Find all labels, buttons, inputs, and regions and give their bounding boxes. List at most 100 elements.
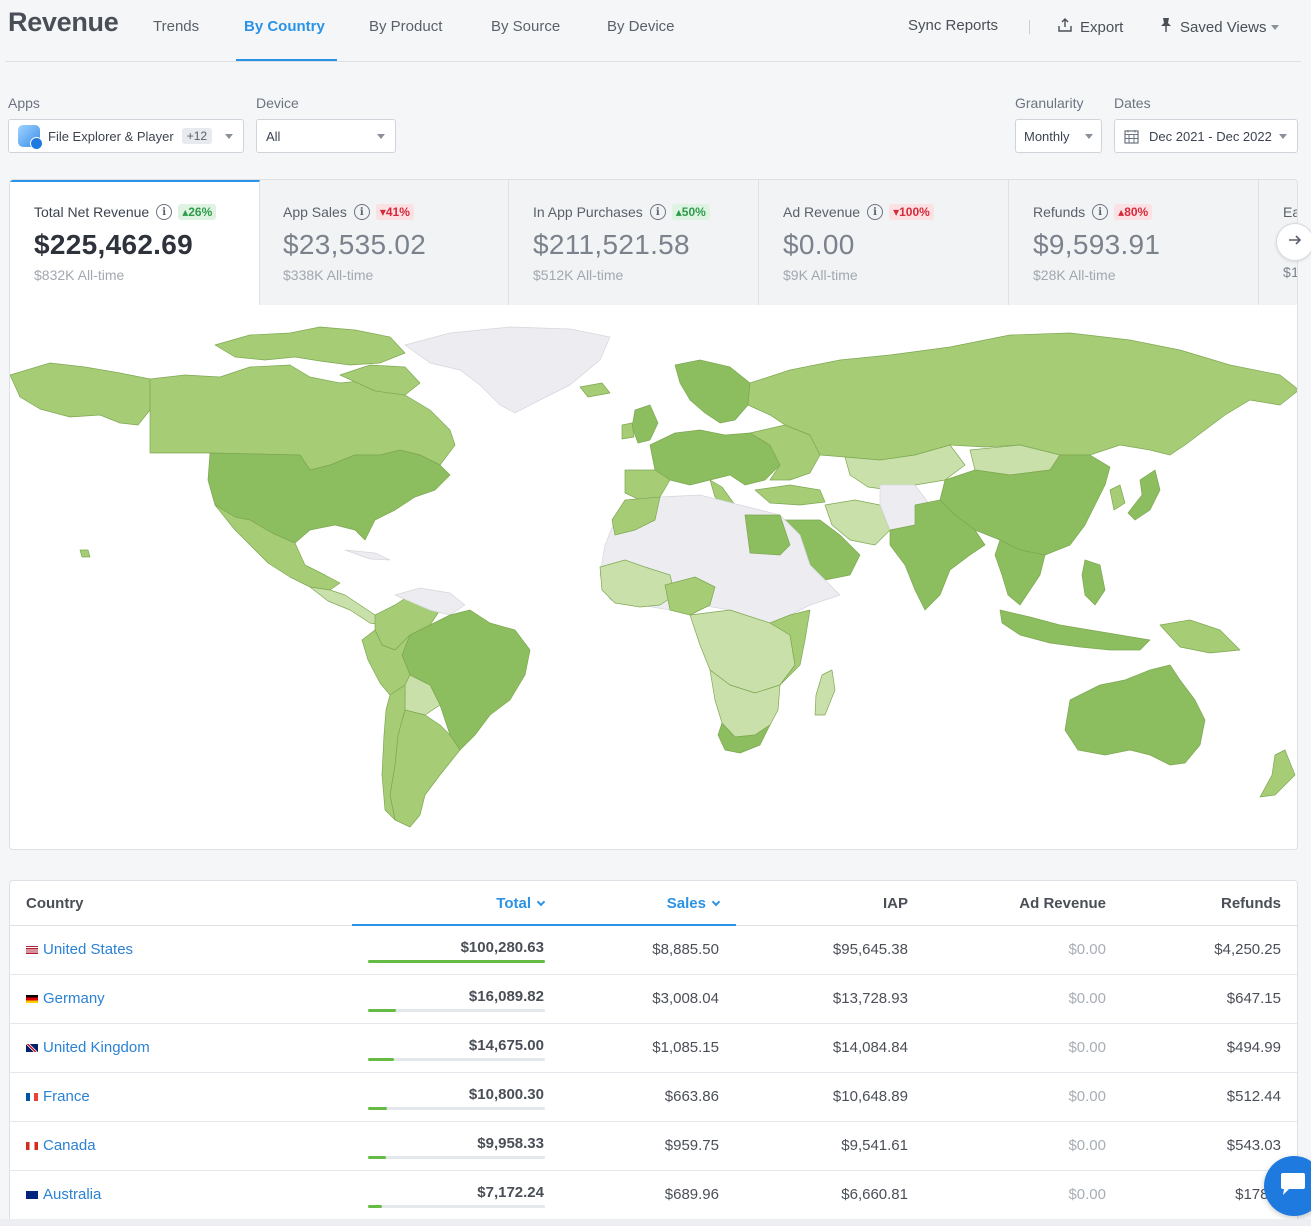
kpi-app-sales[interactable]: App Sales i ▾41% $23,535.02 $338K All-time [259, 180, 509, 306]
export-button[interactable]: Export [1057, 17, 1123, 37]
share-bar [368, 1156, 545, 1159]
country-link[interactable]: United States [26, 941, 133, 958]
country-name: Germany [43, 990, 105, 1007]
granularity-select[interactable]: Monthly [1015, 119, 1102, 153]
cell-sales: $1,085.15 [652, 1039, 719, 1056]
cell-sales: $959.75 [664, 1137, 719, 1154]
apps-extra-count: +12 [181, 128, 213, 144]
delta-up-badge: ▴26% [178, 204, 217, 220]
kpi-next-button[interactable] [1276, 223, 1311, 261]
share-bar [368, 1058, 545, 1061]
tab-by-device[interactable]: By Device [607, 18, 675, 35]
apps-select-value: File Explorer & Player [48, 128, 174, 144]
sync-reports-button[interactable]: Sync Reports [908, 17, 998, 34]
map-region-east-africa [769, 609, 811, 686]
table-row[interactable]: Germany $16,089.82 $3,008.04 $13,728.93 $0.0… [10, 975, 1297, 1024]
map-region-uk [631, 404, 659, 444]
country-link[interactable]: France [26, 1088, 90, 1105]
col-header-total[interactable]: Total [496, 895, 546, 912]
country-link[interactable]: Australia [26, 1186, 101, 1203]
table-row[interactable]: France $10,800.30 $663.86 $10,648.89 $0.00 $5… [10, 1073, 1297, 1122]
table-row[interactable]: Australia $7,172.24 $689.96 $6,660.81 $0.00 $… [10, 1171, 1297, 1220]
granularity-select-value: Monthly [1024, 128, 1070, 144]
col-header-refunds[interactable]: Refunds [1221, 895, 1281, 912]
info-icon[interactable]: i [353, 204, 370, 220]
arrow-right-icon [1287, 232, 1303, 253]
country-revenue-table: Country Total Sales IAP Ad Revenue Refun… [9, 880, 1298, 1226]
device-select[interactable]: All [256, 119, 396, 153]
map-region-korea [1109, 484, 1126, 511]
map-region-iceland [579, 382, 611, 398]
table-row[interactable]: Canada $9,958.33 $959.75 $9,541.61 $0.00 $543… [10, 1122, 1297, 1171]
chevron-down-icon [536, 897, 546, 907]
pin-icon [1159, 17, 1173, 37]
share-bar [368, 1009, 545, 1012]
col-header-sales[interactable]: Sales [666, 895, 721, 912]
active-tab-indicator [236, 59, 337, 61]
kpi-alltime: $28K All-time [1033, 267, 1116, 283]
info-icon[interactable]: i [156, 204, 173, 220]
col-header-ad-revenue[interactable]: Ad Revenue [1019, 895, 1106, 912]
col-header-total-label: Total [496, 895, 531, 912]
info-icon[interactable]: i [867, 204, 884, 220]
share-bar-fill [368, 1058, 394, 1061]
apps-select[interactable]: File Explorer & Player +12 [8, 119, 244, 153]
dates-select[interactable]: Dec 2021 - Dec 2022 [1114, 119, 1298, 153]
country-link[interactable]: United Kingdom [26, 1039, 150, 1056]
apps-filter-label: Apps [8, 95, 40, 111]
share-bar [368, 1205, 545, 1208]
map-region-alaska [10, 362, 151, 426]
table-row[interactable]: United States $100,280.63 $8,885.50 $95,645… [10, 926, 1297, 975]
kpi-label: App Sales [283, 204, 347, 220]
map-region-philippines [1081, 559, 1106, 606]
cell-refunds: $543.03 [1226, 1137, 1281, 1154]
info-icon[interactable]: i [1092, 204, 1109, 220]
saved-views-dropdown[interactable]: Saved Views [1159, 17, 1280, 37]
country-name: France [43, 1088, 90, 1105]
kpi-refunds[interactable]: Refunds i ▴80% $9,593.91 $28K All-time [1009, 180, 1259, 306]
map-region-central-america [309, 586, 383, 626]
tab-by-country[interactable]: By Country [244, 18, 325, 35]
map-region-madagascar [814, 669, 836, 716]
cell-iap: $95,645.38 [832, 941, 908, 958]
map-region-hawaii [79, 549, 91, 558]
kpi-in-app-purchases[interactable]: In App Purchases i ▴50% $211,521.58 $512K … [509, 180, 759, 306]
chat-widget-button[interactable] [1264, 1156, 1311, 1216]
map-region-nigeria [664, 576, 716, 616]
kpi-total-net-revenue[interactable]: Total Net Revenue i ▴26% $225,462.69 $832K… [10, 180, 260, 306]
tab-by-product[interactable]: By Product [369, 18, 443, 35]
map-region-greenland [404, 326, 611, 414]
top-header: Revenue Trends By Country By Product By … [0, 0, 1311, 62]
map-region-ireland [621, 422, 635, 440]
country-link[interactable]: Canada [26, 1137, 96, 1154]
map-region-new-guinea [1159, 619, 1241, 654]
map-region-cuba [344, 549, 391, 561]
map-region-turkey [754, 484, 826, 506]
kpi-strip: Total Net Revenue i ▴26% $225,462.69 $832K… [9, 179, 1298, 306]
chevron-down-icon [1271, 24, 1280, 30]
map-region-russia [747, 332, 1297, 461]
country-link[interactable]: Germany [26, 990, 105, 1007]
cell-iap: $9,541.61 [841, 1137, 908, 1154]
col-header-sales-label: Sales [666, 895, 706, 912]
kpi-alltime: $9K All-time [783, 267, 858, 283]
country-name: United Kingdom [43, 1039, 150, 1056]
info-icon[interactable]: i [649, 204, 666, 220]
map-region-japan [1127, 469, 1161, 521]
share-bar-fill [368, 960, 545, 963]
table-row[interactable]: United Kingdom $14,675.00 $1,085.15 $14,084… [10, 1024, 1297, 1073]
cell-total: $10,800.30 [468, 1086, 544, 1103]
delta-down-badge: ▾100% [889, 204, 934, 220]
map-region-egypt [744, 514, 791, 556]
world-map [9, 305, 1298, 850]
cell-iap: $6,660.81 [841, 1186, 908, 1203]
device-select-value: All [266, 128, 281, 144]
tab-by-source[interactable]: By Source [491, 18, 561, 35]
kpi-partial-next[interactable]: Ea $1 [1259, 180, 1297, 306]
col-header-country[interactable]: Country [26, 895, 84, 912]
col-header-iap[interactable]: IAP [882, 895, 908, 912]
chevron-down-icon [1279, 134, 1287, 139]
kpi-ad-revenue[interactable]: Ad Revenue i ▾100% $0.00 $9K All-time [759, 180, 1009, 306]
tab-trends[interactable]: Trends [153, 18, 200, 35]
country-name: Canada [43, 1137, 96, 1154]
